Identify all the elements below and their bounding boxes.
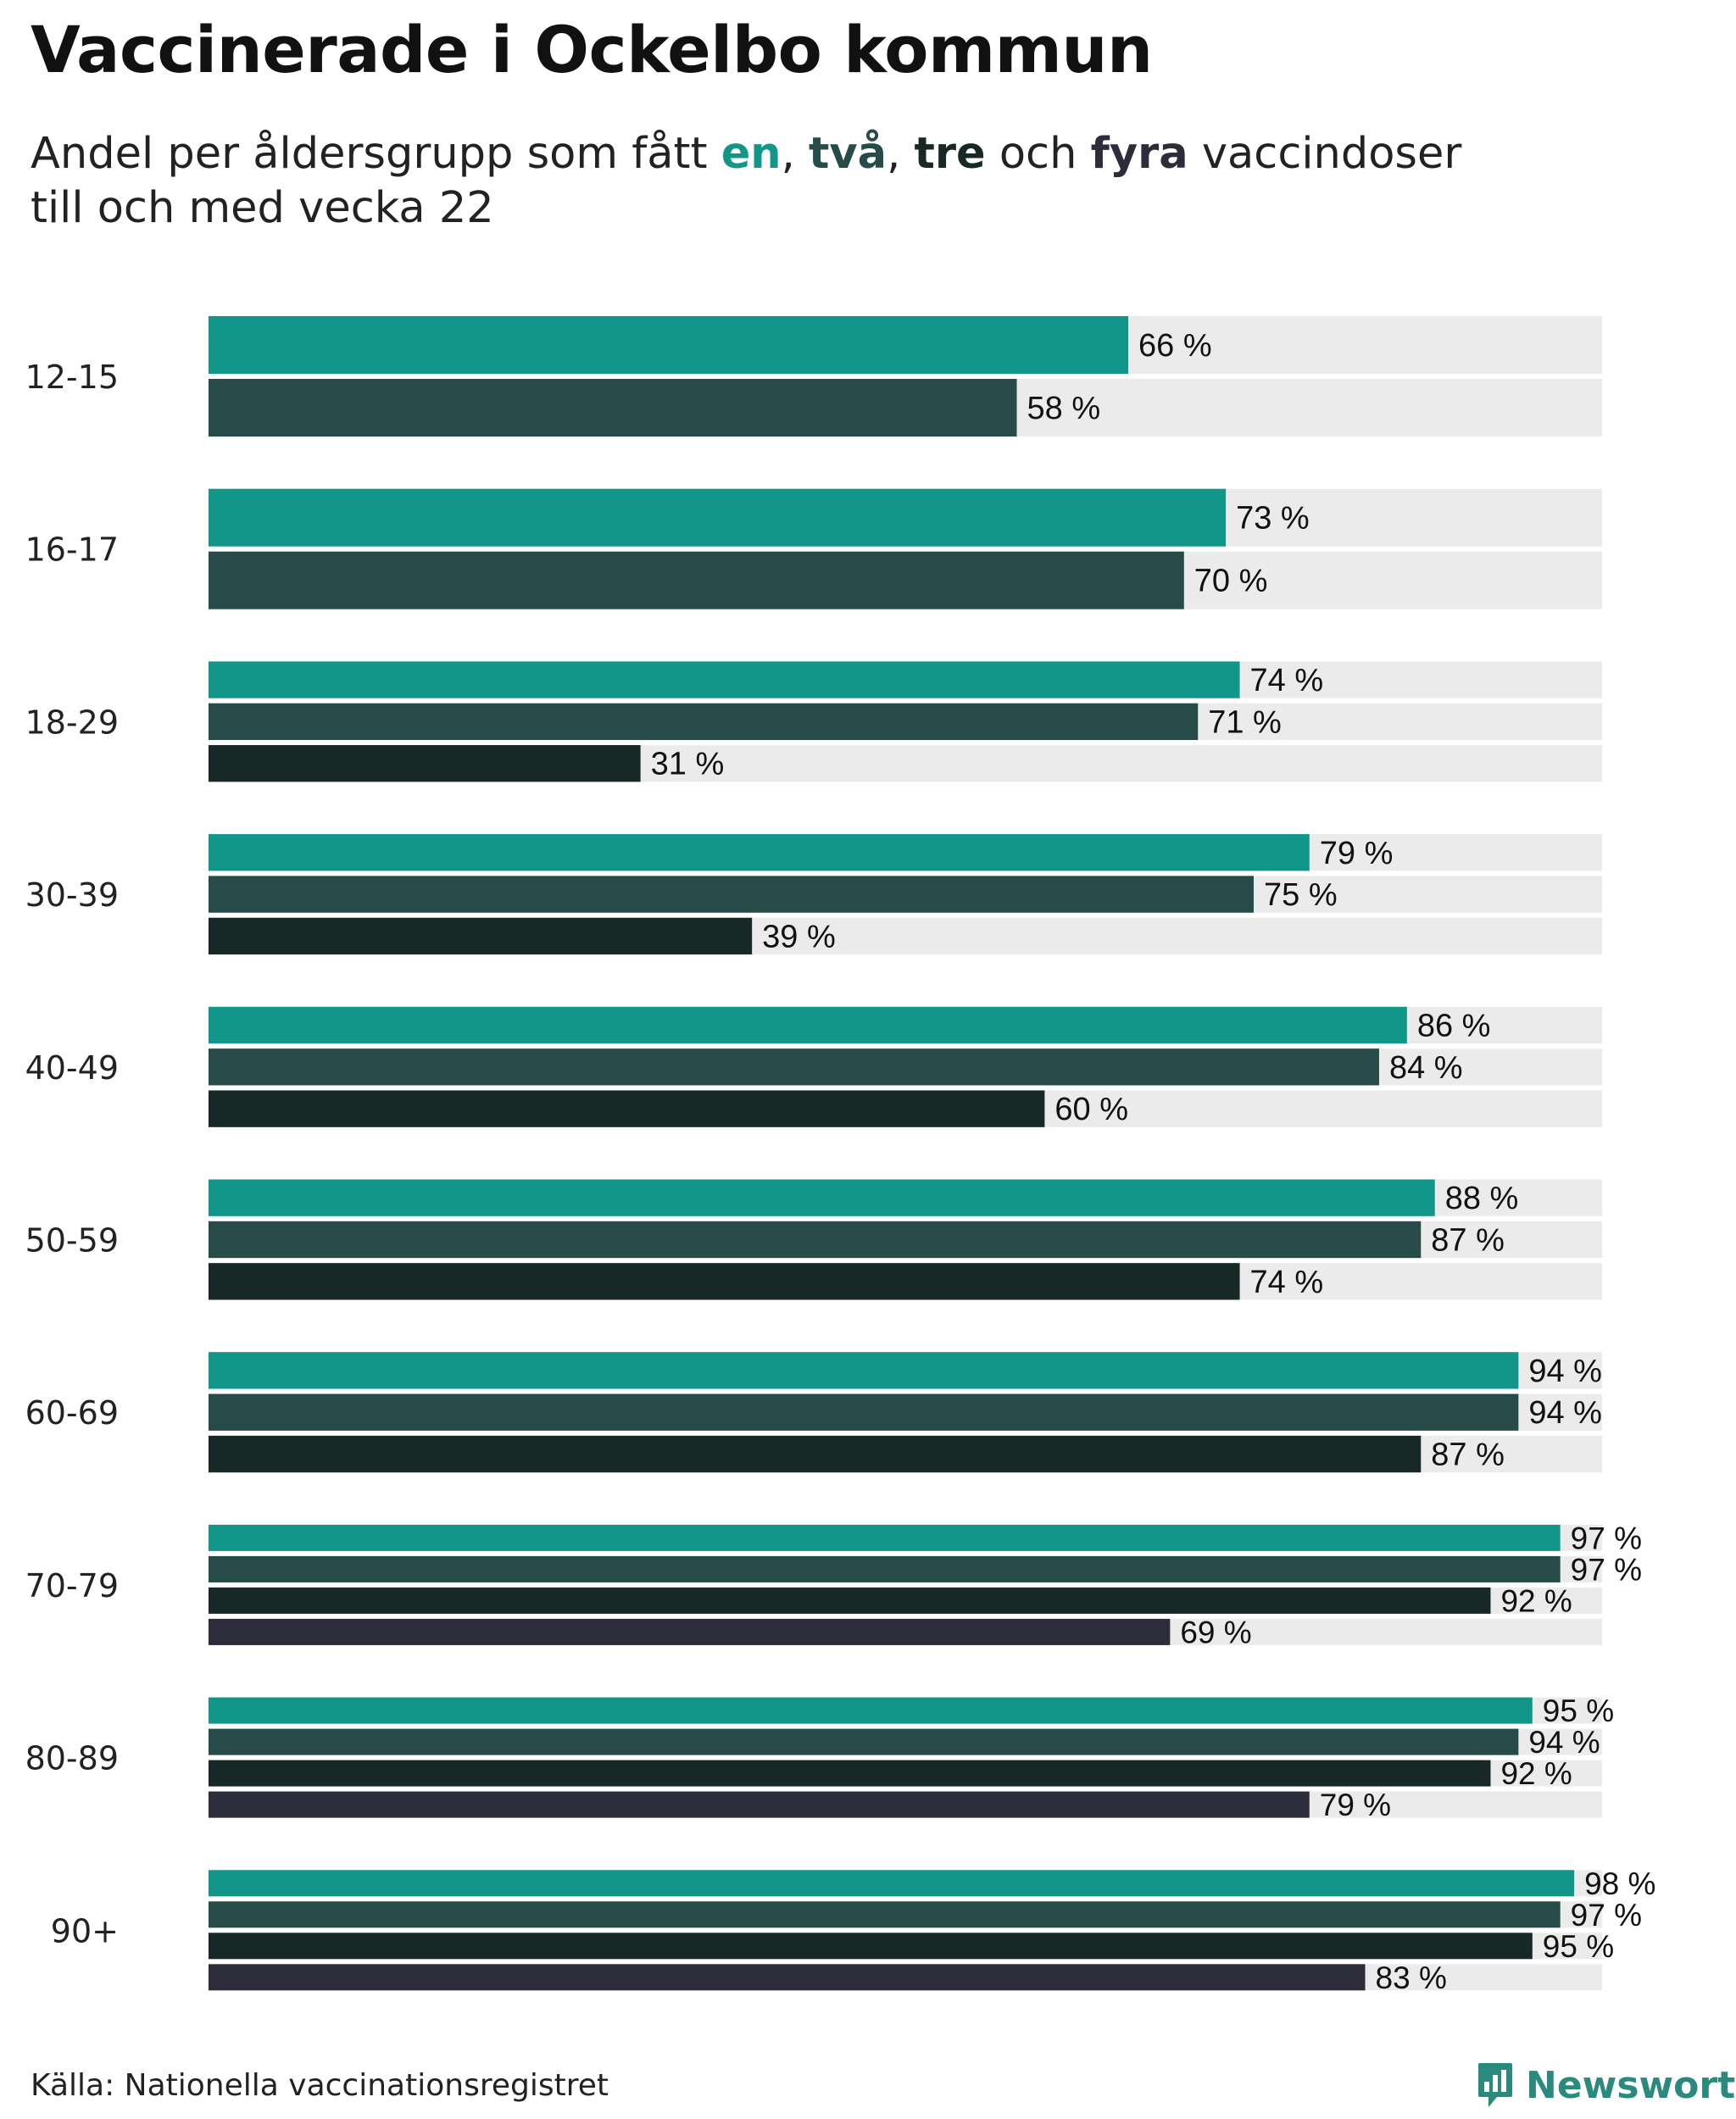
bar [209,1048,1379,1086]
source-note: Källa: Nationella vaccinationsregistret [31,2068,609,2103]
bar [209,1870,1575,1897]
bar [209,876,1254,913]
bar [209,1760,1491,1787]
data-label: 88 % [1445,1181,1519,1216]
data-label: 87 % [1431,1223,1505,1259]
subtitle-line-2: till och med vecka 22 [31,183,494,233]
brand-name: Newsworthy [1526,2063,1736,2107]
bar [209,1964,1366,1991]
category-label: 60-69 [25,1394,119,1432]
data-label: 69 % [1180,1615,1251,1649]
bar [209,661,1240,698]
bar [209,1901,1561,1928]
bar-chart-speech-bubble-icon [1478,2063,1512,2107]
data-label: 95 % [1543,1929,1614,1964]
bar [209,1435,1422,1473]
data-label: 87 % [1431,1438,1505,1473]
bar [209,745,641,782]
data-label: 73 % [1236,501,1310,537]
data-label: 94 % [1528,1354,1602,1389]
bar [209,1697,1533,1724]
data-label: 97 % [1571,1521,1642,1555]
data-label: 94 % [1528,1725,1600,1760]
bar [209,1618,1171,1645]
bar [209,917,753,955]
data-label: 79 % [1320,1788,1391,1822]
bar [209,834,1310,871]
bar [209,1393,1519,1431]
bar [209,316,1129,374]
subtitle-prefix: Andel per åldersgrupp som fått [31,129,721,179]
legend-dose-3: tre [914,129,986,179]
data-label: 39 % [762,919,836,954]
legend-dose-1: en [721,129,782,179]
bar [209,1221,1422,1259]
category-label: 40-49 [25,1049,119,1087]
data-label: 74 % [1250,663,1324,698]
category-label: 18-29 [25,704,119,741]
bar [209,1728,1519,1755]
bar [209,551,1184,609]
data-label: 92 % [1500,1583,1572,1618]
data-label: 74 % [1250,1265,1324,1300]
data-label: 75 % [1264,877,1338,913]
bar [209,1555,1561,1582]
data-label: 92 % [1500,1756,1572,1791]
bar [209,1791,1310,1818]
bar [209,1587,1491,1614]
data-label: 66 % [1138,328,1212,364]
bar-chart: 12-15 66 % 58 % 16-17 73 % 70 % 18-29 74 % 71 % 3… [25,316,1655,1995]
data-label: 94 % [1528,1395,1602,1431]
bar [209,488,1227,547]
subtitle-sep: , [781,129,810,179]
data-label: 98 % [1584,1866,1655,1901]
bar [209,1524,1561,1551]
data-label: 97 % [1571,1898,1642,1933]
legend-dose-2: två [809,129,887,179]
bar [209,1352,1519,1389]
category-label: 70-79 [25,1567,119,1605]
bar [209,1090,1045,1127]
data-label: 83 % [1376,1960,1447,1995]
bar [209,1006,1407,1044]
legend-dose-4: fyra [1090,129,1188,179]
category-label: 30-39 [25,876,119,914]
bar [209,703,1199,741]
chart-title: Vaccinerade i Ockelbo kommun [31,12,1153,87]
subtitle-sep: , [887,129,915,179]
category-label: 16-17 [25,531,119,569]
category-label: 90+ [51,1912,119,1949]
data-label: 70 % [1194,564,1268,599]
data-label: 84 % [1389,1050,1463,1086]
bar [209,379,1017,437]
subtitle-line-1: Andel per åldersgrupp som fått en, två, … [31,127,1641,181]
bar [209,1933,1533,1960]
subtitle-suffix: vaccindoser [1188,129,1462,179]
data-label: 31 % [651,747,725,782]
subtitle-sep: och [985,129,1091,179]
bar [209,1179,1435,1216]
category-label: 50-59 [25,1222,119,1260]
bar [209,1263,1240,1300]
data-label: 86 % [1417,1008,1491,1043]
data-label: 60 % [1054,1092,1128,1127]
data-label: 58 % [1027,391,1101,426]
data-label: 79 % [1320,836,1394,871]
category-label: 12-15 [25,359,119,396]
newsworthy-logo: Newsworthy [1477,2061,1736,2109]
data-label: 95 % [1543,1694,1614,1728]
category-label: 80-89 [25,1740,119,1777]
data-label: 97 % [1571,1552,1642,1587]
chart-subtitle: Andel per åldersgrupp som fått en, två, … [31,127,1641,236]
data-label: 71 % [1208,704,1282,740]
